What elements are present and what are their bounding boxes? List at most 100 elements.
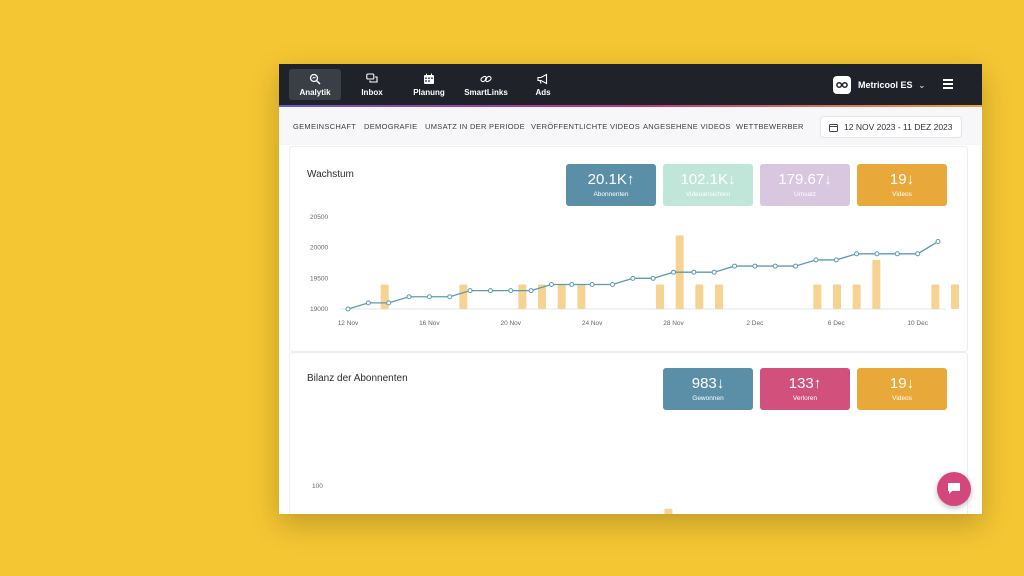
kpi-lost-label: Verloren (792, 395, 818, 402)
nav-inbox-label: Inbox (361, 87, 383, 97)
date-range-text: 12 NOV 2023 - 11 DEZ 2023 (844, 122, 953, 132)
x-tick-label: 12 Nov (338, 320, 359, 327)
tab-viewed-videos[interactable]: ANGESEHENE VIDEOS (643, 122, 731, 131)
balance-title: Bilanz der Abonnenten (307, 373, 408, 384)
tab-community[interactable]: GEMEINSCHAFT (293, 122, 357, 131)
nav-smartlinks[interactable]: SmartLinks (460, 69, 512, 100)
video-bar (557, 284, 566, 309)
x-tick-label: 24 Nov (582, 320, 603, 327)
subscribers-point (691, 269, 697, 275)
video-bar (951, 284, 959, 309)
nav-ads-label: Ads (535, 87, 551, 97)
account-switcher[interactable]: Metricool ES ⌄ (833, 75, 925, 95)
subscribers-point (671, 269, 677, 275)
y-tick-label: 100 (312, 483, 323, 490)
kpi-balance-videos-value: 19 (889, 375, 907, 392)
kpi-revenue-value: 179.67 (778, 171, 825, 188)
tab-revenue[interactable]: UMSATZ IN DER PERIODE (425, 122, 525, 131)
kpi-revenue[interactable]: 179.67↓ Umsatz (760, 164, 850, 206)
nav-analytics[interactable]: Analytik (289, 69, 341, 100)
arrow-down-icon: ↓ (824, 171, 832, 188)
x-tick-label: 20 Nov (500, 320, 521, 327)
accent-stripe (279, 105, 982, 107)
analytics-search-icon (309, 73, 321, 84)
kpi-videos-value: 19 (889, 171, 907, 188)
subscribers-point (467, 288, 473, 294)
y-tick-label: 20500 (310, 214, 328, 221)
subscribers-point (406, 294, 412, 300)
kpi-videos-label: Videos (892, 191, 912, 198)
subscribers-point (487, 288, 493, 294)
video-bar (577, 284, 586, 309)
chat-icon (948, 483, 960, 494)
metricool-logo (833, 76, 851, 94)
subscribers-point (752, 263, 758, 269)
subscribers-point (365, 300, 371, 306)
y-tick-label: 20000 (310, 245, 328, 252)
tab-published-videos[interactable]: VERÖFFENTLICHTE VIDEOS (531, 122, 641, 131)
kpi-subscribers-value: 20.1K (587, 171, 627, 188)
video-bar (664, 508, 673, 514)
video-bar (380, 284, 389, 309)
subscribers-point (386, 300, 392, 306)
growth-card: Wachstum 20.1K↑ Abonnenten 102.1K↓ Video… (289, 146, 968, 352)
video-bar (695, 284, 704, 309)
nav-planning-label: Planung (413, 87, 445, 97)
x-tick-label: 28 Nov (663, 320, 684, 327)
kpi-video-views[interactable]: 102.1K↓ Videoansichten (663, 164, 753, 206)
kpi-lost-value: 133 (788, 375, 814, 392)
video-bar (715, 284, 723, 309)
nav-planning[interactable]: Planung (403, 69, 455, 100)
chat-support-button[interactable] (937, 472, 971, 506)
video-bar (656, 284, 664, 309)
calendar-icon (829, 123, 838, 132)
subscribers-point (935, 239, 941, 245)
subscribers-point (548, 281, 554, 287)
arrow-down-icon: ↓ (728, 171, 736, 188)
video-bar (852, 284, 861, 309)
infinity-icon (836, 81, 848, 89)
kpi-subscribers[interactable]: 20.1K↑ Abonnenten (566, 164, 656, 206)
date-range-picker[interactable]: 12 NOV 2023 - 11 DEZ 2023 (820, 116, 962, 138)
megaphone-icon (537, 73, 548, 84)
growth-title: Wachstum (307, 169, 354, 180)
x-tick-label: 10 Dec (907, 320, 928, 327)
subscribers-point (650, 275, 656, 281)
tab-demographics[interactable]: DEMOGRAFIE (364, 122, 418, 131)
subscribers-point (630, 275, 636, 281)
hamburger-menu-icon[interactable] (943, 79, 953, 89)
arrow-up-icon: ↑ (626, 171, 635, 188)
nav-inbox[interactable]: Inbox (346, 69, 398, 100)
x-tick-label: 6 Dec (828, 320, 846, 327)
subscribers-point (508, 288, 514, 294)
kpi-gained[interactable]: 983↓ Gewonnen (663, 368, 753, 410)
kpi-videos[interactable]: 19↓ Videos (857, 164, 947, 206)
subscribers-point (854, 251, 860, 257)
link-icon (480, 75, 492, 82)
growth-chart: 19000 19500 20000 20500 12 Nov 16 Nov 20 Nov 24… (310, 214, 959, 327)
x-tick-label: 16 Nov (419, 320, 440, 327)
kpi-balance-videos[interactable]: 19↓ Videos (857, 368, 947, 410)
subscribers-point (589, 281, 595, 287)
video-bar (538, 284, 546, 309)
nav-ads[interactable]: Ads (517, 69, 569, 100)
subscribers-point (609, 281, 615, 287)
subscribers-point (772, 263, 778, 269)
subscribers-point (894, 251, 900, 257)
video-bar (518, 284, 527, 309)
kpi-lost[interactable]: 133↑ Verloren (760, 368, 850, 410)
arrow-down-icon: ↓ (906, 171, 915, 188)
video-bar (833, 284, 841, 309)
app-window: Analytik Inbox Planung SmartLinks Ads Me… (279, 64, 982, 514)
video-bar (931, 284, 940, 309)
video-bar (872, 259, 881, 309)
y-tick-label: 19500 (310, 275, 328, 282)
subscribers-point (711, 269, 717, 275)
subscribers-point (447, 294, 453, 300)
tab-competitors[interactable]: WETTBEWERBER (736, 122, 804, 131)
nav-analytics-label: Analytik (299, 87, 331, 97)
top-navigation-bar: Analytik Inbox Planung SmartLinks Ads Me… (279, 64, 982, 107)
balance-chart: 050100 (312, 483, 673, 514)
subscribers-point (915, 251, 921, 257)
arrow-up-icon: ↑ (813, 375, 822, 392)
